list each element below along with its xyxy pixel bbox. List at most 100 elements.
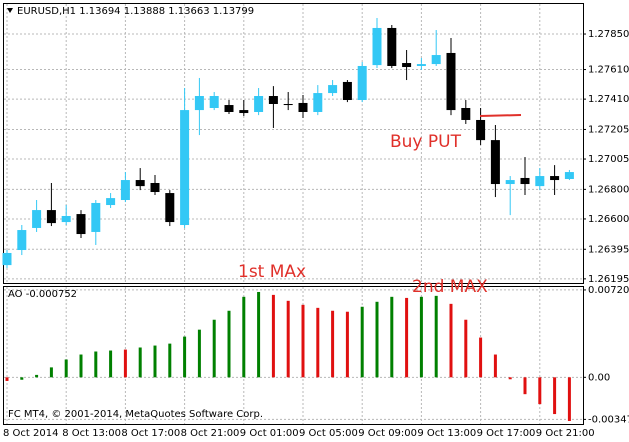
annotation: Buy PUT <box>390 132 462 152</box>
ao-bar <box>538 377 542 405</box>
y-tick-label: 1.27610 <box>588 65 629 76</box>
candle-body <box>150 182 160 193</box>
symbol-icon <box>7 8 13 13</box>
ao-bar <box>212 319 216 378</box>
candle-body <box>387 27 397 66</box>
candle-body <box>505 180 515 185</box>
candle-body <box>46 210 56 224</box>
candle-body <box>224 105 234 112</box>
ao-bar <box>197 329 201 378</box>
candle-body <box>461 107 471 120</box>
candle-body <box>328 85 338 94</box>
x-tick-label: 8 Oct 21:00 <box>181 428 240 439</box>
ao-bar <box>390 296 394 378</box>
x-tick-label: 8 Oct 17:00 <box>121 428 180 439</box>
ao-bar <box>286 300 290 378</box>
x-tick-label: 9 Oct 21:00 <box>536 428 595 439</box>
candle-body <box>535 176 545 187</box>
candle-body <box>180 110 190 226</box>
ao-bar <box>109 350 113 378</box>
ao-bar <box>316 307 320 378</box>
x-tick-label: 9 Oct 01:00 <box>240 428 299 439</box>
ao-bar <box>345 311 349 378</box>
ao-bar <box>479 337 483 378</box>
ao-bar <box>553 377 557 415</box>
footer: FC MT4, © 2001-2014, MetaQuotes Software… <box>8 409 263 420</box>
ao-bar <box>271 294 275 378</box>
candle-body <box>2 252 12 266</box>
candle-body <box>17 230 27 251</box>
y-tick-label: 1.26600 <box>588 214 629 225</box>
candle-body <box>431 55 441 65</box>
candle-body <box>32 210 42 228</box>
buy-line <box>479 114 522 117</box>
candle-body <box>446 52 456 111</box>
ao-bar <box>183 336 187 378</box>
ao-bar <box>168 343 172 378</box>
y-tick-label: 1.27205 <box>588 124 629 135</box>
ao-bar <box>227 310 231 378</box>
candle-body <box>194 96 204 111</box>
y-tick-label: 1.26195 <box>588 274 629 285</box>
candle-body <box>283 104 293 106</box>
ao-bar <box>523 377 527 395</box>
y-tick-label: 1.27005 <box>588 154 629 165</box>
candle-body <box>120 180 130 201</box>
candle-body <box>550 176 560 181</box>
ao-pane <box>3 286 584 425</box>
ao-bar <box>567 377 571 421</box>
x-tick-label: 9 Oct 17:00 <box>477 428 536 439</box>
price-pane <box>3 3 584 284</box>
ao-bar <box>360 306 364 378</box>
ao-bar <box>257 291 261 378</box>
x-tick-label: 9 Oct 13:00 <box>417 428 476 439</box>
candle-body <box>402 63 412 68</box>
ao-title: AO -0.000752 <box>8 289 77 300</box>
ao-bar <box>301 304 305 378</box>
y-tick-label: 1.27850 <box>588 29 629 40</box>
candle-body <box>564 172 574 180</box>
ao-bar <box>5 377 9 381</box>
y-tick-label: 0.007208 <box>588 285 629 296</box>
ao-bar <box>493 354 497 378</box>
y-tick-label: -0.00347 <box>588 414 629 425</box>
ao-bar <box>464 319 468 378</box>
ao-bar <box>153 345 157 378</box>
candle-body <box>239 110 249 114</box>
candle-body <box>416 64 426 66</box>
candle-body <box>209 96 219 108</box>
candle-body <box>372 27 382 66</box>
candle-body <box>106 198 116 206</box>
ao-bar <box>49 367 53 378</box>
ao-bar <box>508 377 512 380</box>
ao-bar <box>20 377 24 380</box>
y-tick-label: 1.27410 <box>588 94 629 105</box>
y-tick-label: 1.26395 <box>588 244 629 255</box>
marks <box>2 18 574 421</box>
chart-title: EURUSD,H1 1.13694 1.13888 1.13663 1.1379… <box>17 6 254 17</box>
candle-body <box>135 180 145 187</box>
candle-body <box>76 214 86 235</box>
candle-body <box>490 140 500 185</box>
candle-body <box>61 215 71 223</box>
candle-body <box>357 65 367 101</box>
ao-bar <box>449 303 453 378</box>
ao-bar <box>64 359 68 378</box>
candle-body <box>342 81 352 101</box>
x-tick-label: 9 Oct 09:00 <box>358 428 417 439</box>
ao-bar <box>375 301 379 378</box>
ao-bar <box>123 349 127 378</box>
x-tick-label: 9 Oct 05:00 <box>299 428 358 439</box>
ao-bar <box>242 296 246 378</box>
ao-bar <box>405 297 409 378</box>
ao-bar <box>331 310 335 378</box>
candle-body <box>165 193 175 223</box>
candle-body <box>298 102 308 112</box>
x-tick-label: 8 Oct 2014 <box>3 428 58 439</box>
ao-bar <box>419 296 423 378</box>
ao-bar <box>94 351 98 378</box>
y-tick-label: 1.26800 <box>588 184 629 195</box>
candle-body <box>520 177 530 185</box>
